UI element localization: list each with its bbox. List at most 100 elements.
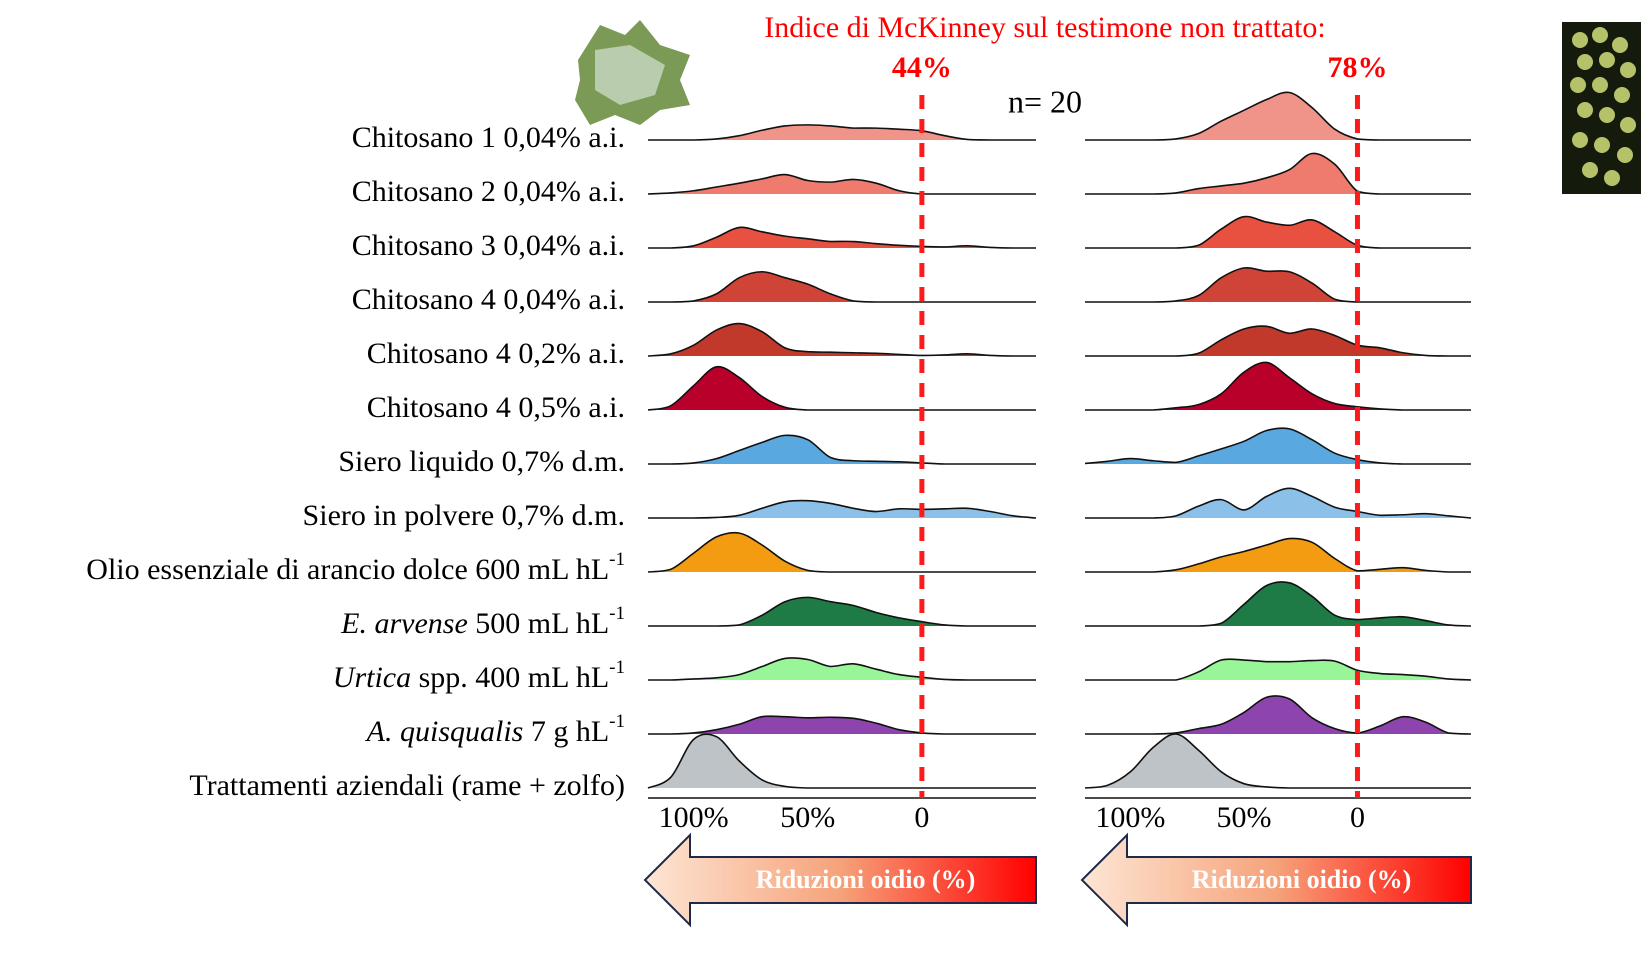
density-fill [648, 500, 1036, 518]
row-label: Chitosano 2 0,04% a.i. [352, 175, 625, 208]
density-fill [648, 657, 1036, 680]
density-fill [1085, 428, 1471, 464]
label-part: Chitosano 1 0,04% a.i. [352, 121, 625, 154]
label-part: -1 [609, 711, 625, 732]
density-line [648, 499, 1037, 519]
density-fill [1085, 362, 1471, 410]
density-line [647, 173, 1036, 195]
row-label: Olio essenziale di arancio dolce 600 mL … [86, 549, 625, 586]
density-line [647, 733, 1036, 789]
density-fill [648, 323, 1036, 356]
label-part: Siero liquido 0,7% d.m. [338, 445, 625, 478]
reference-label: 44% [892, 51, 952, 84]
label-part: spp. 400 mL hL [411, 661, 609, 694]
label-part: Chitosano 4 0,2% a.i. [367, 337, 625, 370]
direction-arrow [643, 832, 1037, 928]
x-tick-label: 100% [1095, 801, 1165, 834]
density-fill [648, 366, 1036, 410]
density-fill [1085, 538, 1471, 572]
density-line [1084, 537, 1471, 573]
density-line [1085, 325, 1471, 357]
density-fill [1085, 216, 1471, 248]
label-part: Chitosano 2 0,04% a.i. [352, 175, 625, 208]
density-fill [1085, 695, 1471, 734]
density-line [648, 657, 1036, 681]
density-fill [648, 532, 1036, 572]
label-part: E. arvense [340, 607, 468, 640]
density-line [648, 124, 1036, 141]
row-label: Siero in polvere 0,7% d.m. [303, 499, 625, 532]
x-tick-label: 0 [914, 801, 929, 834]
density-fill [1085, 92, 1471, 140]
arrow-label: Riduzioni oidio (%) [1192, 865, 1412, 894]
figure-title: Indice di McKinney sul testimone non tra… [764, 11, 1326, 44]
density-fill [1085, 581, 1471, 626]
x-tick-label: 0 [1350, 801, 1365, 834]
label-part: A. quisqualis [365, 715, 524, 748]
density-line [1085, 266, 1471, 303]
row-label: A. quisqualis 7 g hL-1 [365, 711, 625, 748]
density-fill [1085, 326, 1471, 356]
density-fill [1085, 267, 1471, 302]
density-fill [648, 716, 1036, 734]
density-line [1085, 487, 1472, 519]
arrow-label: Riduzioni oidio (%) [756, 865, 976, 894]
density-fill [1085, 153, 1471, 194]
label-part: -1 [609, 603, 625, 624]
density-fill [648, 124, 1036, 140]
label-part: Chitosano 4 0,04% a.i. [352, 283, 625, 316]
sample-size: n= 20 [1008, 83, 1082, 119]
row-label: Chitosano 4 0,04% a.i. [352, 283, 625, 316]
label-part: Trattamenti aziendali (rame + zolfo) [189, 769, 625, 802]
label-part: Urtica [333, 661, 411, 694]
row-label: Chitosano 4 0,2% a.i. [367, 337, 625, 370]
density-line [1084, 733, 1471, 789]
x-tick-label: 50% [1216, 801, 1271, 834]
density-line [647, 434, 1036, 465]
density-line [1085, 91, 1471, 141]
density-line [1085, 361, 1471, 411]
row-label: Trattamenti aziendali (rame + zolfo) [189, 769, 625, 802]
label-part: Chitosano 3 0,04% a.i. [352, 229, 625, 262]
density-fill [1085, 488, 1471, 518]
density-line [647, 365, 1036, 411]
density-line [1084, 427, 1471, 465]
row-label: Chitosano 3 0,04% a.i. [352, 229, 625, 262]
density-line [647, 531, 1036, 573]
density-fill [648, 435, 1036, 464]
density-line [648, 226, 1036, 249]
density-fill [1085, 733, 1471, 788]
x-tick-label: 100% [659, 801, 729, 834]
density-line [648, 596, 1036, 627]
label-part: Siero in polvere 0,7% d.m. [303, 499, 625, 532]
row-label: Siero liquido 0,7% d.m. [338, 445, 625, 478]
label-part: 7 g hL [523, 715, 609, 748]
row-label: E. arvense 500 mL hL-1 [340, 603, 625, 640]
row-label: Urtica spp. 400 mL hL-1 [333, 657, 625, 694]
label-part: -1 [609, 549, 625, 570]
density-line [1085, 215, 1471, 249]
row-label: Chitosano 4 0,5% a.i. [367, 391, 625, 424]
x-tick-label: 50% [780, 801, 835, 834]
density-line [647, 322, 1036, 357]
reference-label: 78% [1327, 51, 1387, 84]
label-part: Chitosano 4 0,5% a.i. [367, 391, 625, 424]
leaf-image [575, 20, 690, 125]
density-fill [1085, 659, 1471, 680]
density-line [648, 270, 1036, 303]
density-fill [648, 174, 1036, 194]
density-line [1085, 658, 1472, 681]
row-label: Chitosano 1 0,04% a.i. [352, 121, 625, 154]
label-part: Olio essenziale di arancio dolce 600 mL … [86, 553, 609, 586]
grape-image [1562, 22, 1641, 194]
density-line [1085, 581, 1472, 627]
density-fill [648, 734, 1036, 788]
density-fill [648, 597, 1036, 626]
label-part: -1 [609, 657, 625, 678]
label-part: 500 mL hL [468, 607, 609, 640]
direction-arrow [1080, 832, 1472, 928]
density-line [1084, 152, 1471, 195]
density-fill [648, 227, 1036, 248]
density-line [648, 715, 1036, 735]
